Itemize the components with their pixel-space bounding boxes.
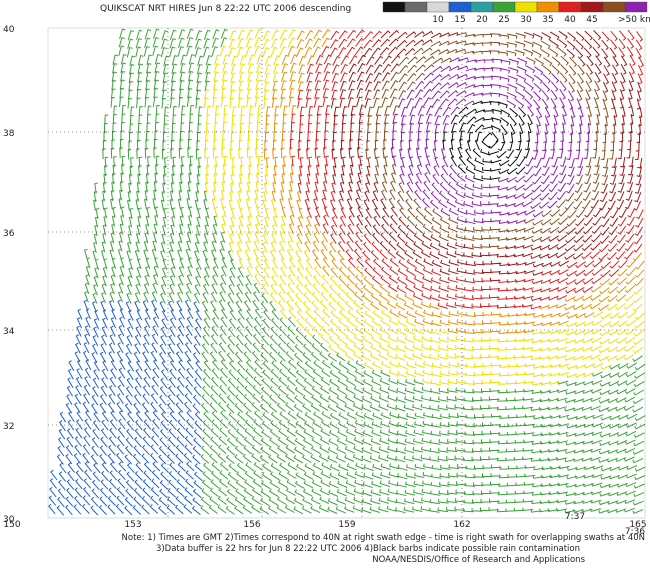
wind-barbs bbox=[48, 299, 204, 516]
lat-label: 34 bbox=[3, 327, 15, 337]
lon-label: 165 bbox=[629, 520, 646, 530]
note-line: Note: 1) Times are GMT 2)Times correspon… bbox=[122, 533, 645, 543]
legend-swatch bbox=[426, 1, 450, 13]
lat-label: 36 bbox=[3, 229, 15, 239]
lon-label: 150 bbox=[3, 520, 20, 530]
legend-swatch bbox=[382, 1, 406, 13]
lon-label: 153 bbox=[124, 520, 141, 530]
wind-field bbox=[48, 28, 646, 516]
legend-label: >50 knots bbox=[618, 15, 650, 25]
legend-label: 30 bbox=[520, 15, 532, 25]
lon-label: 162 bbox=[453, 520, 470, 530]
wind-barbs bbox=[365, 32, 616, 250]
legend-swatch bbox=[470, 1, 494, 13]
legend-swatch bbox=[580, 1, 604, 13]
legend-label: 45 bbox=[586, 15, 597, 25]
lat-label: 32 bbox=[3, 422, 14, 432]
legend-swatch bbox=[536, 1, 560, 13]
note-line: 3)Data buffer is 22 hrs for Jun 8 22:22 … bbox=[156, 544, 580, 554]
legend-label: 25 bbox=[498, 15, 509, 25]
legend-swatch bbox=[624, 1, 648, 13]
wind-barbs bbox=[390, 57, 591, 225]
wind-barbs bbox=[442, 100, 533, 182]
note-line: NOAA/NESDIS/Office of Research and Appli… bbox=[372, 555, 585, 565]
lon-label: 156 bbox=[243, 520, 260, 530]
wind-barbs bbox=[330, 29, 643, 282]
time-label: 7:36 bbox=[625, 527, 645, 537]
lat-label: 38 bbox=[3, 129, 15, 139]
legend-swatch bbox=[448, 1, 472, 13]
legend-label: 15 bbox=[454, 15, 465, 25]
legend-swatch bbox=[514, 1, 538, 13]
legend-swatch bbox=[558, 1, 582, 13]
legend-label: 10 bbox=[432, 15, 444, 25]
wind-barbs bbox=[263, 29, 645, 334]
lat-label: 40 bbox=[3, 25, 15, 35]
legend-swatch bbox=[492, 1, 516, 13]
legend-swatch bbox=[404, 1, 428, 13]
legend-label: 40 bbox=[564, 15, 576, 25]
wind-barbs bbox=[203, 28, 646, 386]
wind-barbs bbox=[289, 29, 644, 310]
wind-barbs bbox=[83, 28, 646, 515]
legend-label: 35 bbox=[542, 15, 553, 25]
legend-label: 20 bbox=[476, 15, 488, 25]
time-label: 7:37 bbox=[565, 512, 585, 522]
legend-swatch bbox=[602, 1, 626, 13]
graticule bbox=[48, 28, 645, 518]
legend: 10 15 20 25 30 35 40 45 >50 knots bbox=[382, 1, 650, 25]
lat-label: 30 bbox=[3, 515, 15, 525]
title: QUIKSCAT NRT HIRES Jun 8 22:22 UTC 2006 … bbox=[100, 4, 351, 14]
lon-label: 159 bbox=[338, 520, 355, 530]
map-frame bbox=[47, 27, 646, 519]
